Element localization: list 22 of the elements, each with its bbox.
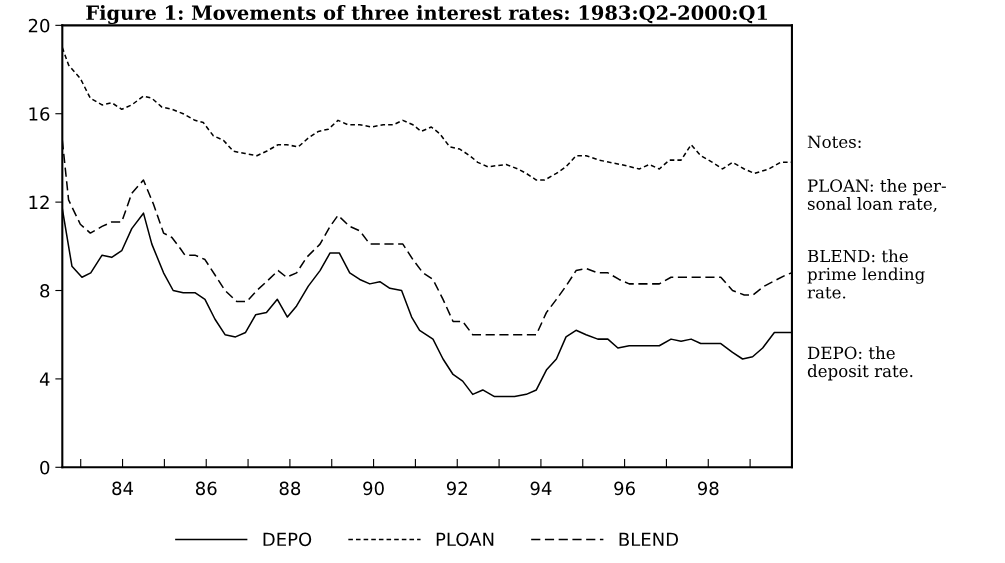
y-tick-label: 16 [29,107,50,121]
y-tick-label: 0 [40,460,50,475]
x-tick-label: 98 [697,481,719,496]
legend-label: DEPO [263,532,312,547]
text: DEPO: the deposit rate. [807,346,913,381]
x-tick-label: 92 [446,481,467,496]
x-tick-label: 84 [112,481,134,496]
text: PLOAN: the per- sonal loan rate, [807,179,946,212]
y-tick-label: 4 [39,372,50,386]
text: BLEND: the prime lending rate. [807,249,925,299]
x-tick-label: 90 [363,481,384,496]
legend-label: PLOAN [436,532,494,547]
x-tick-label: 96 [614,481,635,496]
text: Notes: [807,135,861,149]
y-tick-label: 12 [29,195,49,209]
legend-label: BLEND [619,532,679,546]
x-tick-label: 86 [195,481,217,496]
y-tick-label: 20 [28,18,50,33]
x-tick-label: 94 [530,481,552,496]
y-tick-label: 8 [40,283,50,298]
x-tick-label: 88 [279,481,301,496]
chart-title: Figure 1: Movements of three interest rates: 1983:Q2-2000:Q1 [86,5,767,25]
